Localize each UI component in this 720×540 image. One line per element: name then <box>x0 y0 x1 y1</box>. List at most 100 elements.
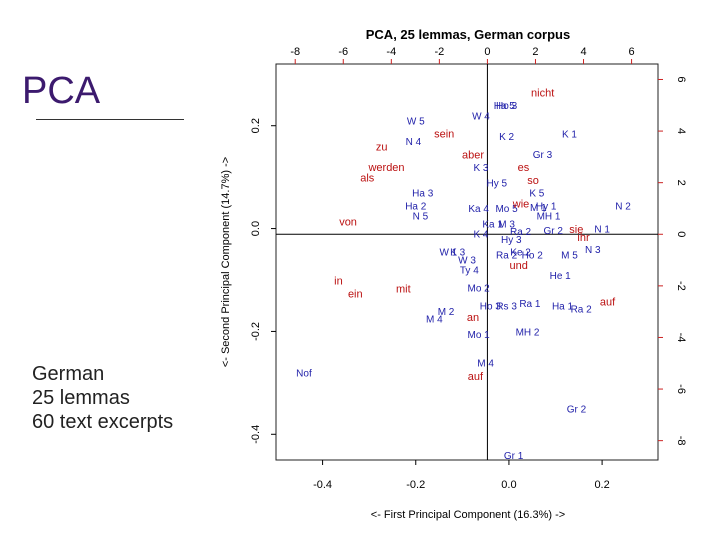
lemma-point: mit <box>396 283 411 295</box>
excerpt-point: MH 2 <box>516 327 540 338</box>
excerpt-point: Hy 3 <box>501 235 522 246</box>
top-tick-label: 6 <box>629 46 635 58</box>
y-tick-label: -0.4 <box>250 425 262 444</box>
right-tick-label: 0 <box>675 231 687 237</box>
excerpt-point: Ra 1 <box>519 299 541 310</box>
excerpt-point: M 2 <box>438 307 455 318</box>
excerpt-point: Gr 2 <box>543 226 563 237</box>
excerpt-point: Ra 2 <box>510 227 532 238</box>
lemma-point: sein <box>434 129 454 141</box>
excerpt-point: N 5 <box>413 212 429 223</box>
excerpt-point: M 5 <box>561 250 578 261</box>
excerpt-point: N 4 <box>406 137 422 148</box>
excerpt-point: K 1 <box>562 129 577 140</box>
x-tick-label: -0.4 <box>313 479 332 491</box>
lemma-point: ihr <box>577 232 590 244</box>
lemma-point: ein <box>348 289 363 301</box>
y-tick-label: 0.2 <box>250 118 262 133</box>
excerpt-point: Ho 3 <box>480 302 502 313</box>
description-line: German <box>32 363 105 385</box>
excerpt-point: N 3 <box>585 245 601 256</box>
excerpt-point: Ha 2 <box>405 201 427 212</box>
x-axis-label: <- First Principal Component (16.3%) -> <box>371 509 565 521</box>
x-tick-label: 0.2 <box>594 479 609 491</box>
lemma-point: wie <box>512 198 530 210</box>
excerpt-point: Ra 2 <box>571 304 593 315</box>
excerpt-point: Mo 5 <box>495 204 518 215</box>
excerpt-point: MH 1 <box>537 212 561 223</box>
top-tick-label: 2 <box>532 46 538 58</box>
description-line: 60 text excerpts <box>32 411 174 433</box>
excerpt-point: Ha 3 <box>412 189 434 200</box>
x-tick-label: 0.0 <box>501 479 516 491</box>
top-tick-label: 4 <box>580 46 586 58</box>
excerpt-point: Ho 3 <box>496 101 518 112</box>
right-tick-label: 6 <box>675 76 687 82</box>
lemma-point: so <box>527 175 539 187</box>
title-underline <box>36 119 184 120</box>
lemma-point: sie <box>569 224 583 236</box>
excerpt-point: K 5 <box>529 189 544 200</box>
excerpt-point: M 4 <box>426 315 443 326</box>
right-tick-label: -8 <box>675 436 687 446</box>
x-axis: -0.4 -0.2 0.0 0.2 <box>313 460 610 491</box>
lemma-point: zu <box>376 142 388 154</box>
slide-title: PCA <box>22 70 101 112</box>
excerpt-point: Ka 1 <box>482 219 503 230</box>
right-tick-label: 4 <box>675 128 687 134</box>
excerpt-point: N 2 <box>615 201 631 212</box>
right-tick-label: -4 <box>675 333 687 343</box>
top-tick-label: -8 <box>290 46 300 58</box>
excerpt-point: M 1 <box>530 203 547 214</box>
excerpt-point: N 1 <box>594 225 610 236</box>
lemma-point: an <box>467 312 479 324</box>
excerpt-point: Ke 2 <box>510 248 531 259</box>
top-tick-label: 0 <box>484 46 490 58</box>
excerpt-point: Hy 5 <box>487 178 508 189</box>
lemma-point: als <box>360 173 375 185</box>
y-axis: -0.4 -0.2 0.0 0.2 <box>250 118 276 444</box>
excerpt-point: W 5 <box>407 117 425 128</box>
slide-description: German 25 lemmas 60 text excerpts <box>32 362 190 434</box>
excerpt-point: Mo 2 <box>468 284 491 295</box>
x-tick-label: -0.2 <box>406 479 425 491</box>
y-axis-label: <- Second Principal Component (14.7%) -> <box>220 157 232 367</box>
excerpt-point: Ty 4 <box>460 266 479 277</box>
top-loadings-axis: -8 -6 -4 -2 0 2 4 6 <box>290 46 635 64</box>
excerpt-point: K 3 <box>473 163 488 174</box>
lemma-point: nicht <box>531 87 554 99</box>
lemma-point: von <box>339 216 357 228</box>
excerpt-point: Gr 3 <box>533 150 553 161</box>
top-tick-label: -4 <box>386 46 396 58</box>
description-line: 25 lemmas <box>32 387 130 409</box>
excerpt-point: Gr 2 <box>567 405 587 416</box>
top-tick-label: -6 <box>338 46 348 58</box>
chart-title: PCA, 25 lemmas, German corpus <box>366 27 570 42</box>
excerpt-point: Mo 1 <box>468 330 491 341</box>
right-loadings-axis: -8 -6 -4 -2 0 2 4 6 <box>658 76 687 446</box>
y-tick-label: 0.0 <box>250 221 262 236</box>
excerpt-point: M 3 <box>498 219 515 230</box>
excerpt-point: Nof <box>296 369 312 380</box>
excerpt-point: Rs 3 <box>496 302 517 313</box>
lemma-point: auf <box>468 371 484 383</box>
right-tick-label: -6 <box>675 384 687 394</box>
lemma-point: auf <box>600 296 616 308</box>
excerpt-point: K 3 <box>450 248 465 259</box>
plot-frame <box>275 63 659 461</box>
excerpt-point: W 1 <box>439 248 457 259</box>
excerpt-point: Ha 1 <box>552 302 574 313</box>
excerpt-point: Ha 5 <box>494 101 516 112</box>
excerpt-point: Ka 4 <box>468 204 489 215</box>
excerpt-point: Ra 2 <box>496 250 518 261</box>
lemma-point: und <box>509 260 527 272</box>
lemma-point: in <box>334 276 343 288</box>
excerpt-point: Ho 2 <box>522 250 544 261</box>
excerpt-point: He 1 <box>550 271 572 282</box>
top-tick-label: -2 <box>434 46 444 58</box>
y-tick-label: -0.2 <box>250 322 262 341</box>
excerpt-point: M 4 <box>477 358 494 369</box>
right-tick-label: -2 <box>675 281 687 291</box>
